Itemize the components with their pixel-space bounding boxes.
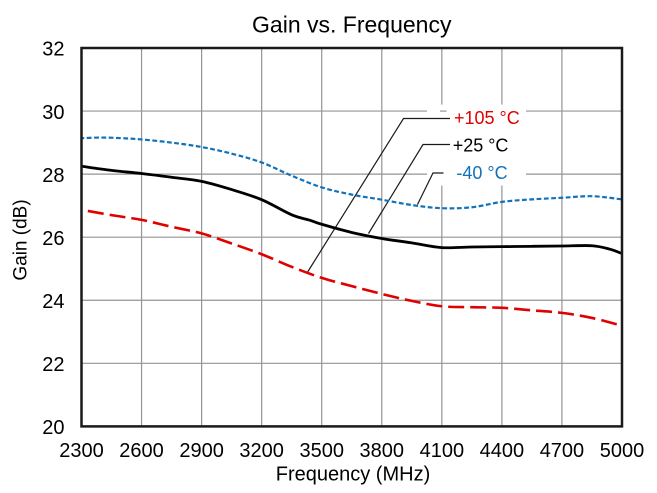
svg-text:4100: 4100 <box>420 440 465 462</box>
svg-text:Gain vs. Frequency: Gain vs. Frequency <box>252 11 452 37</box>
svg-text:2300: 2300 <box>59 440 104 462</box>
svg-text:Frequency (MHz): Frequency (MHz) <box>276 464 430 486</box>
svg-text:4700: 4700 <box>540 440 585 462</box>
svg-text:2600: 2600 <box>119 440 164 462</box>
svg-text:3800: 3800 <box>360 440 405 462</box>
svg-text:3500: 3500 <box>299 440 344 462</box>
svg-text:28: 28 <box>42 165 64 187</box>
svg-text:26: 26 <box>42 228 64 250</box>
svg-text:-40 °C: -40 °C <box>456 163 507 183</box>
svg-text:32: 32 <box>42 39 64 61</box>
svg-text:4400: 4400 <box>480 440 525 462</box>
svg-text:20: 20 <box>42 417 64 439</box>
svg-text:24: 24 <box>42 291 64 313</box>
svg-text:3200: 3200 <box>239 440 284 462</box>
svg-text:5000: 5000 <box>600 440 645 462</box>
svg-text:+105 °C: +105 °C <box>454 108 520 128</box>
svg-text:Gain (dB): Gain (dB) <box>10 199 31 280</box>
svg-text:22: 22 <box>42 354 64 376</box>
svg-text:+25 °C: +25 °C <box>453 136 509 156</box>
svg-text:30: 30 <box>42 102 64 124</box>
svg-text:2900: 2900 <box>179 440 224 462</box>
